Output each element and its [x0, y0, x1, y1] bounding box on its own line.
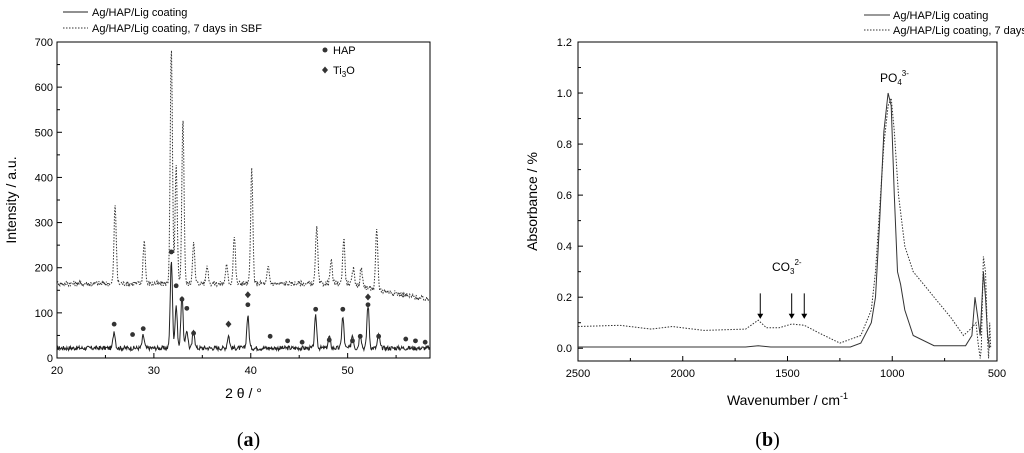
hap-marker: [191, 330, 197, 336]
x-tick-label-a: 50: [342, 365, 354, 377]
legend-label-sbf: Ag/HAP/Lig coating, 7 days in SBF: [92, 23, 262, 35]
y-tick-label-a: 500: [35, 127, 53, 139]
ti3o-marker: [364, 293, 371, 301]
y-tick-label-b: 0.8: [557, 139, 572, 151]
y-axis-label-b: Absorbance / %: [524, 152, 540, 251]
legend-ti3o-marker: [322, 66, 328, 74]
ftir-line-as-coated: [578, 92, 991, 349]
x-tick-label-b: 500: [988, 368, 1006, 380]
hap-marker: [403, 336, 409, 342]
hap-marker: [376, 333, 382, 339]
legend-label-b-as-coated: Ag/HAP/Lig coating: [893, 10, 988, 22]
co3-annotation: CO32-: [772, 258, 802, 276]
hap-marker: [313, 306, 319, 312]
x-tick-label-b: 2500: [566, 368, 590, 380]
legend-label-hap: HAP: [333, 45, 356, 57]
hap-marker: [184, 305, 190, 311]
co3-arrow-head: [788, 313, 795, 319]
y-tick-label-b: 1.0: [557, 88, 572, 100]
x-tick-label-b: 1000: [880, 368, 904, 380]
co3-arrow-head: [801, 313, 808, 319]
x-tick-label-b: 2000: [671, 368, 695, 380]
y-tick-label-a: 600: [35, 82, 53, 94]
po4-annotation: PO43-: [880, 69, 909, 87]
legend-label-as-coated: Ag/HAP/Lig coating: [92, 7, 187, 19]
x-tick-label-a: 20: [51, 365, 63, 377]
hap-marker: [130, 332, 135, 337]
hap-marker: [285, 338, 290, 344]
legend-hap-marker: [322, 47, 328, 53]
ti3o-marker: [225, 320, 232, 328]
co3-arrow-head: [757, 313, 764, 319]
y-tick-label-b: 1.2: [557, 37, 572, 49]
y-tick-label-a: 200: [35, 263, 53, 275]
hap-marker: [365, 302, 371, 308]
hap-marker: [111, 321, 117, 327]
y-tick-label-a: 400: [35, 172, 53, 184]
y-tick-label-b: 0.6: [557, 190, 572, 202]
hap-marker: [168, 249, 174, 255]
ftir-line-sbf: [577, 97, 992, 359]
y-tick-label-a: 300: [35, 218, 53, 230]
hap-marker: [179, 296, 185, 302]
ti3o-marker: [244, 291, 251, 299]
x-tick-label-b: 1500: [775, 368, 799, 380]
hap-marker: [267, 333, 273, 339]
hap-marker: [140, 326, 146, 332]
legend-label-b-sbf: Ag/HAP/Lig coating, 7 days: [893, 25, 1024, 37]
y-tick-label-a: 0: [47, 353, 53, 365]
series-line-sbf: [56, 50, 431, 303]
series-line-as-coated: [56, 261, 431, 353]
x-tick-label-a: 30: [148, 365, 160, 377]
hap-marker: [326, 337, 332, 343]
hap-marker: [357, 333, 363, 339]
panel-label-b: (b): [755, 429, 779, 451]
y-tick-label-b: 0.4: [557, 241, 572, 253]
y-tick-label-a: 700: [35, 37, 53, 49]
panel-label-a: (a): [237, 429, 260, 451]
y-axis-label-a: Intensity / a.u.: [3, 156, 19, 243]
legend-label-ti3o: Ti3O: [333, 65, 355, 79]
hap-marker: [340, 306, 346, 312]
hap-marker: [299, 339, 305, 345]
x-tick-label-a: 40: [245, 365, 257, 377]
y-tick-label-a: 100: [35, 308, 53, 320]
hap-marker: [245, 302, 251, 308]
hap-marker: [413, 338, 418, 344]
hap-marker: [422, 339, 428, 345]
x-axis-label-b: Wavenumber / cm-1: [727, 391, 848, 408]
y-tick-label-b: 0.0: [557, 343, 572, 355]
hap-marker: [350, 338, 355, 344]
hap-marker: [173, 283, 179, 289]
x-axis-label-a: 2 θ / °: [225, 385, 262, 401]
y-tick-label-b: 0.2: [557, 292, 572, 304]
plot-frame-b: [577, 41, 998, 362]
plot-frame-a: [56, 41, 431, 359]
